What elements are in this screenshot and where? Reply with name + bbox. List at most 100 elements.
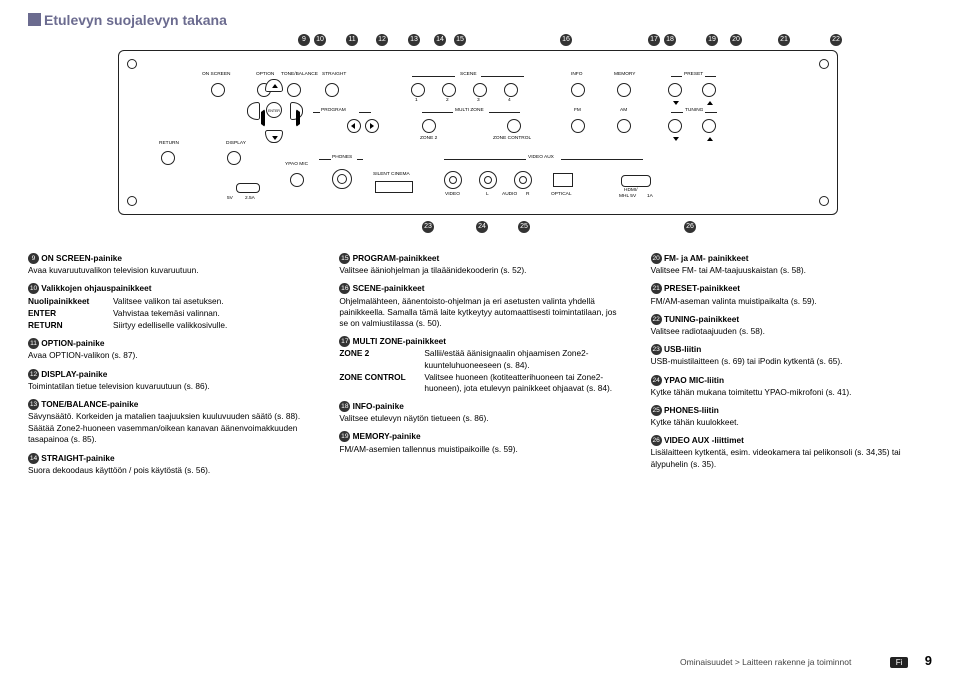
- desc-kv: ENTERVahvistaa tekemäsi valinnan.: [28, 308, 309, 319]
- desc-column: 9 ON SCREEN-painikeAvaa kuvaruutuvalikon…: [28, 253, 309, 476]
- callout-number: 10: [314, 34, 326, 46]
- btn-scene-4: [504, 83, 518, 97]
- callout-number: 23: [422, 221, 434, 233]
- callout-row-bottom: 23242526: [208, 221, 928, 235]
- desc-item-title: 18 INFO-painike: [339, 401, 620, 412]
- desc-item-title: 26 VIDEO AUX -liittimet: [651, 435, 932, 446]
- chevron-up-icon: [707, 137, 713, 141]
- rule: [671, 112, 683, 113]
- desc-item-title: 19 MEMORY-painike: [339, 431, 620, 442]
- cursor-pad: ENTER: [244, 79, 304, 139]
- label-tone-balance: TONE/BALANCE: [281, 73, 318, 78]
- desc-body: USB-muistilaitteen (s. 69) tai iPodin ky…: [651, 356, 932, 367]
- desc-item-title: 16 SCENE-painikkeet: [339, 283, 620, 294]
- label-display: DISPLAY: [226, 142, 246, 147]
- reference-badge: 22: [651, 314, 662, 325]
- chevron-left-icon: [351, 123, 355, 129]
- desc-body: Säätää Zone2-huoneen vasemman/oikean kan…: [28, 423, 309, 445]
- rule: [412, 76, 455, 77]
- label-scene-num: 2: [446, 99, 449, 104]
- jack-hdmi: [621, 175, 651, 187]
- screw-icon: [819, 59, 829, 69]
- label-zone2: ZONE 2: [420, 137, 437, 142]
- desc-column: 20 FM- ja AM- painikkeetValitsee FM- tai…: [651, 253, 932, 476]
- title-text: Etulevyn suojalevyn takana: [44, 12, 227, 28]
- desc-item-title: 24 YPAO MIC-liitin: [651, 375, 932, 386]
- diagram-wrap: 910111213141516171819202122 ON SCREEN OP…: [118, 34, 838, 235]
- desc-body: Valitsee ääniohjelman ja tilaäänidekoode…: [339, 265, 620, 276]
- chevron-down-icon: [673, 137, 679, 141]
- screw-icon: [127, 196, 137, 206]
- callout-number: 25: [518, 221, 530, 233]
- desc-subitem: ZONE 2Sallii/estää äänisignaalin ohjaami…: [339, 348, 620, 370]
- label-straight: STRAIGHT: [322, 73, 346, 78]
- cursor-up: [265, 79, 283, 92]
- callout-number: 26: [684, 221, 696, 233]
- btn-preset-up: [702, 83, 716, 97]
- callout-row-top: 910111213141516171819202122: [118, 34, 838, 48]
- reference-badge: 13: [28, 399, 39, 410]
- label-fm: FM: [574, 109, 581, 114]
- page-footer: Ominaisuudet > Laitteen rakenne ja toimi…: [680, 653, 932, 668]
- callout-number: 19: [706, 34, 718, 46]
- callout-number: 9: [298, 34, 310, 46]
- reference-badge: 23: [651, 344, 662, 355]
- lang-badge: Fi: [890, 657, 909, 668]
- rule: [444, 159, 526, 160]
- btn-straight: [325, 83, 339, 97]
- silent-cinema-box: [375, 181, 413, 193]
- btn-memory: [617, 83, 631, 97]
- reference-badge: 9: [28, 253, 39, 264]
- label-option: OPTION: [256, 73, 274, 78]
- reference-badge: 25: [651, 405, 662, 416]
- desc-body: Avaa OPTION-valikon (s. 87).: [28, 350, 309, 361]
- chevron-up-icon: [707, 101, 713, 105]
- reference-badge: 10: [28, 283, 39, 294]
- label-phones: PHONES: [332, 156, 352, 161]
- btn-tuning-down: [668, 119, 682, 133]
- btn-on-screen: [211, 83, 225, 97]
- jack-phones: [332, 169, 352, 189]
- reference-badge: 21: [651, 283, 662, 294]
- label-scene-num: 4: [508, 99, 511, 104]
- label-zone-control: ZONE CONTROL: [493, 137, 531, 142]
- reference-badge: 12: [28, 369, 39, 380]
- jack-optical: [553, 173, 573, 187]
- callout-number: 16: [560, 34, 572, 46]
- label-return: RETURN: [159, 142, 179, 147]
- desc-body: Toimintatilan tietue television kuvaruut…: [28, 381, 309, 392]
- rule: [481, 76, 524, 77]
- desc-column: 15 PROGRAM-painikkeetValitsee ääniohjelm…: [339, 253, 620, 476]
- reference-badge: 15: [339, 253, 350, 264]
- rule: [489, 112, 520, 113]
- cursor-down: [265, 130, 283, 143]
- desc-body: FM/AM-aseman valinta muistipaikalta (s. …: [651, 296, 932, 307]
- label-25a: 2.5A: [245, 197, 255, 202]
- rule: [313, 112, 320, 113]
- rule: [319, 159, 331, 160]
- label-r: R: [526, 193, 529, 198]
- btn-scene-2: [442, 83, 456, 97]
- jack-usb: [236, 183, 260, 193]
- rule: [705, 112, 717, 113]
- desc-item-title: 14 STRAIGHT-painike: [28, 453, 309, 464]
- btn-tuning-up: [702, 119, 716, 133]
- label-silent-cinema: SILENT CINEMA: [373, 173, 410, 178]
- btn-info: [571, 83, 585, 97]
- rule: [359, 112, 371, 113]
- desc-item-title: 11 OPTION-painike: [28, 338, 309, 349]
- btn-fm: [571, 119, 585, 133]
- front-panel-diagram: ON SCREEN OPTION TONE/BALANCE STRAIGHT S…: [118, 50, 838, 215]
- label-scene-num: 1: [415, 99, 418, 104]
- reference-badge: 24: [651, 375, 662, 386]
- reference-badge: 17: [339, 336, 350, 347]
- cursor-left: [247, 102, 260, 120]
- btn-zone2: [422, 119, 436, 133]
- callout-number: 21: [778, 34, 790, 46]
- reference-badge: 11: [28, 338, 39, 349]
- label-preset: PRESET: [684, 73, 703, 78]
- callout-number: 17: [648, 34, 660, 46]
- cursor-right: [290, 102, 303, 120]
- desc-body: Kytke tähän kuulokkeet.: [651, 417, 932, 428]
- label-tuning: TUNING: [685, 109, 703, 114]
